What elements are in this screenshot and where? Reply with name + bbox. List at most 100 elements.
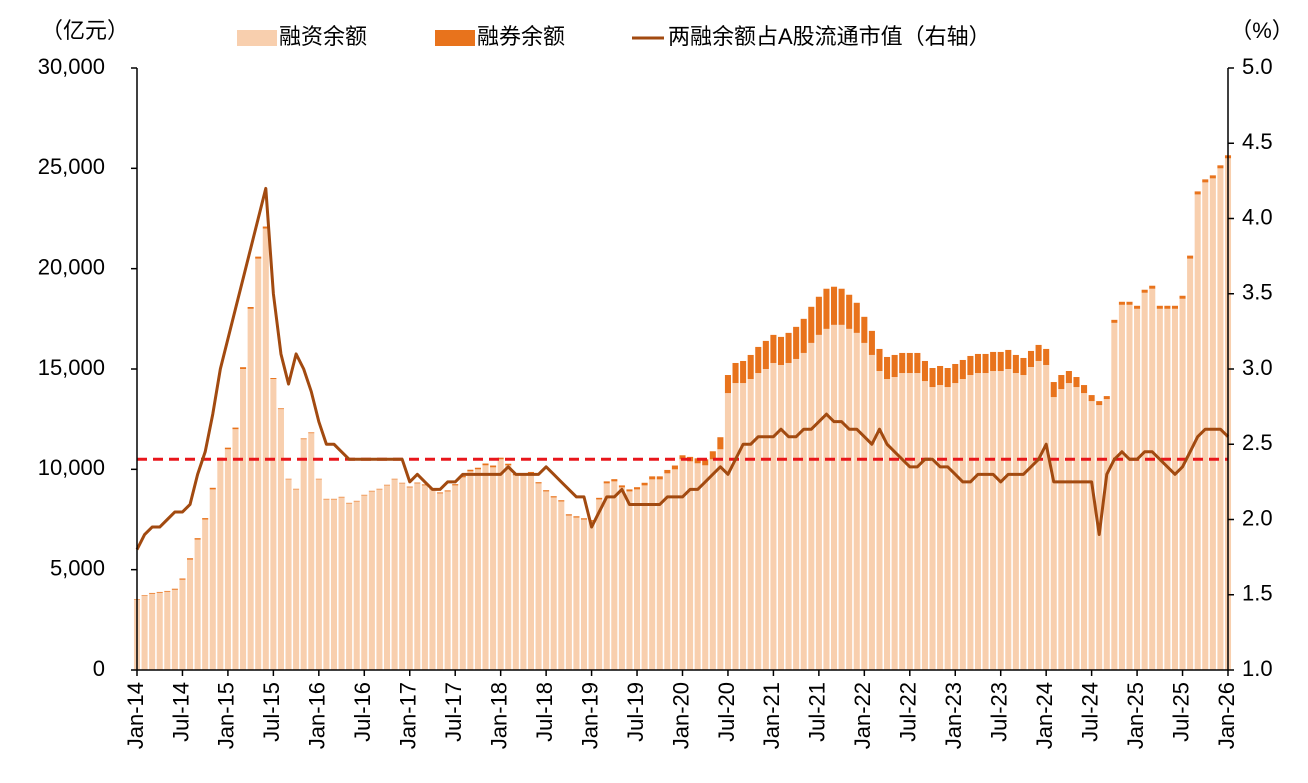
- bar: [687, 461, 694, 670]
- bar: [1134, 308, 1141, 670]
- bar: [414, 482, 421, 484]
- bar: [149, 592, 156, 594]
- bar: [634, 489, 641, 670]
- bar: [1035, 360, 1042, 670]
- bar: [315, 479, 322, 670]
- bar: [1005, 349, 1012, 369]
- bar: [830, 324, 838, 670]
- bar: [164, 590, 171, 592]
- x-tick-label: Jul-17: [441, 682, 466, 742]
- bar: [1171, 305, 1178, 309]
- bar: [694, 463, 701, 670]
- bar: [1050, 382, 1057, 398]
- bar: [376, 488, 383, 490]
- bar: [194, 539, 201, 670]
- bar: [626, 489, 633, 492]
- bar: [399, 482, 406, 484]
- bar: [1111, 319, 1118, 323]
- bar: [391, 478, 398, 480]
- bar: [1194, 191, 1201, 195]
- bar: [247, 308, 254, 670]
- bar: [383, 485, 391, 670]
- bar: [1179, 298, 1186, 670]
- bar: [361, 494, 368, 496]
- bar: [580, 519, 588, 670]
- bar: [762, 369, 769, 670]
- bar: [429, 489, 436, 670]
- bar: [1179, 295, 1186, 299]
- bar: [1065, 383, 1072, 670]
- y-tick-label: 20,000: [38, 254, 105, 279]
- x-tick-label: Jan-24: [1032, 682, 1057, 749]
- bar: [1149, 285, 1156, 289]
- bar: [884, 379, 891, 670]
- bar: [1141, 292, 1148, 670]
- bar: [330, 499, 338, 670]
- bar: [277, 409, 284, 670]
- bar: [914, 373, 921, 670]
- bar: [1156, 305, 1163, 309]
- bar: [1111, 322, 1118, 670]
- bar: [808, 306, 815, 343]
- bar: [1171, 308, 1178, 670]
- bar: [649, 476, 656, 480]
- bar: [929, 387, 936, 670]
- y2-tick-label: 2.0: [1242, 505, 1273, 530]
- bar: [1035, 344, 1042, 361]
- bar: [391, 479, 398, 670]
- bar: [937, 365, 944, 386]
- bar: [315, 478, 322, 480]
- bar: [368, 490, 375, 492]
- bar: [997, 351, 1004, 372]
- bar: [164, 591, 171, 670]
- y2-tick-label: 4.0: [1242, 204, 1273, 229]
- bar: [838, 324, 845, 670]
- bar: [793, 358, 800, 670]
- bar: [732, 362, 739, 384]
- x-tick-label: Jul-25: [1168, 682, 1193, 742]
- bar: [406, 486, 413, 488]
- bar: [603, 481, 610, 484]
- bar: [1217, 165, 1224, 169]
- bar: [353, 501, 360, 670]
- bar: [232, 429, 239, 670]
- x-tick-label: Jan-25: [1123, 682, 1148, 749]
- bar: [800, 318, 807, 353]
- bar: [717, 449, 724, 670]
- legend-swatch: [435, 30, 475, 46]
- bar: [793, 326, 800, 359]
- bar: [156, 591, 163, 593]
- bar: [838, 288, 845, 325]
- bar: [846, 294, 853, 329]
- bar: [543, 491, 550, 670]
- bar: [194, 538, 201, 540]
- bar: [1096, 401, 1103, 406]
- bar: [149, 593, 156, 670]
- bar: [702, 459, 709, 466]
- bar: [497, 459, 504, 670]
- bar: [997, 371, 1004, 670]
- bar: [482, 465, 489, 670]
- x-tick-label: Jul-21: [805, 682, 830, 742]
- bar: [815, 296, 822, 335]
- bar: [1187, 258, 1194, 670]
- bar: [694, 458, 701, 464]
- bar: [921, 360, 928, 382]
- bar: [353, 500, 360, 502]
- y-tick-label: 15,000: [38, 355, 105, 380]
- bar: [1217, 168, 1224, 671]
- bar: [982, 373, 989, 670]
- bar: [368, 491, 375, 670]
- bar: [482, 463, 489, 466]
- bar: [1202, 182, 1209, 670]
- bar: [300, 439, 307, 670]
- bar: [323, 498, 330, 500]
- bar: [232, 427, 239, 430]
- bar: [179, 579, 186, 670]
- bar: [452, 485, 459, 670]
- bar: [444, 491, 451, 670]
- bar: [1020, 375, 1027, 670]
- bar: [497, 457, 504, 460]
- bar: [444, 490, 451, 492]
- bar: [285, 479, 292, 670]
